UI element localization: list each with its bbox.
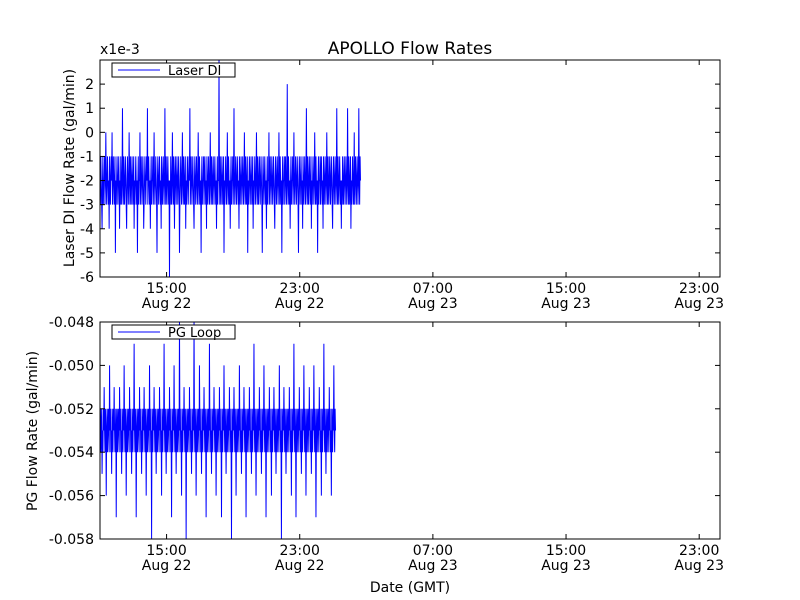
plot-area-laser-di <box>100 60 361 277</box>
y-tick-label-pg-loop: -0.054 <box>49 445 94 461</box>
figure-title: APOLLO Flow Rates <box>328 39 493 59</box>
y-axis-label-laser-di: Laser DI Flow Rate (gal/min) <box>62 69 78 267</box>
y-tick-label-laser-di: 2 <box>85 77 94 93</box>
legend-box-pg-loop <box>111 324 236 340</box>
y-tick-label-laser-di: 0 <box>85 125 94 141</box>
x-tick-time-laser-di: 23:00 <box>679 281 719 297</box>
y-tick-label-laser-di: 1 <box>85 101 94 117</box>
scale-note: x1e-3 <box>100 42 140 58</box>
x-tick-time-laser-di: 23:00 <box>280 281 320 297</box>
series-line-laser-di <box>100 60 361 277</box>
x-tick-date-laser-di: Aug 22 <box>142 296 192 312</box>
plot-area-pg-loop <box>100 322 337 539</box>
x-tick-date-laser-di: Aug 22 <box>275 296 325 312</box>
x-tick-date-pg-loop: Aug 23 <box>541 558 591 574</box>
legend-box-laser-di <box>111 62 236 78</box>
y-tick-label-laser-di: -1 <box>80 149 94 165</box>
axes-frame-pg-loop <box>99 321 721 540</box>
x-tick-time-pg-loop: 15:00 <box>546 543 586 559</box>
y-tick-label-pg-loop: -0.050 <box>49 358 94 374</box>
chart-panel-pg-loop: -0.058 -0.056 -0.054 -0.052 -0.050 -0.048 15:… <box>25 315 724 596</box>
x-tick-time-laser-di: 15:00 <box>146 281 186 297</box>
y-ticks-pg-loop: -0.058 -0.056 -0.054 -0.052 -0.050 -0.048 <box>49 315 720 548</box>
y-tick-label-pg-loop: -0.056 <box>49 489 94 505</box>
y-tick-label-laser-di: -3 <box>80 198 94 214</box>
x-axis-label: Date (GMT) <box>370 580 450 596</box>
x-tick-date-laser-di: Aug 23 <box>408 296 458 312</box>
y-tick-label-pg-loop: -0.058 <box>49 532 94 548</box>
x-tick-time-laser-di: 07:00 <box>413 281 453 297</box>
y-tick-label-laser-di: -5 <box>80 246 94 262</box>
y-ticks-laser-di: -6 -5 -4 -3 -2 -1 0 1 2 <box>80 77 720 286</box>
x-tick-date-pg-loop: Aug 22 <box>275 558 325 574</box>
y-tick-label-laser-di: -2 <box>80 174 94 190</box>
legend-label-pg-loop: PG Loop <box>168 326 221 341</box>
legend-laser-di: Laser DI <box>111 62 236 79</box>
x-tick-time-pg-loop: 07:00 <box>413 543 453 559</box>
series-line-pg-loop <box>100 322 337 539</box>
y-tick-label-pg-loop: -0.052 <box>49 402 94 418</box>
x-tick-date-pg-loop: Aug 23 <box>408 558 458 574</box>
x-tick-date-laser-di: Aug 23 <box>541 296 591 312</box>
x-tick-time-pg-loop: 23:00 <box>679 543 719 559</box>
y-tick-label-pg-loop: -0.048 <box>49 315 94 331</box>
x-tick-date-laser-di: Aug 23 <box>674 296 724 312</box>
y-axis-label-pg-loop: PG Flow Rate (gal/min) <box>25 351 41 511</box>
x-tick-date-pg-loop: Aug 22 <box>142 558 192 574</box>
y-tick-label-laser-di: -6 <box>80 270 94 286</box>
x-tick-date-pg-loop: Aug 23 <box>674 558 724 574</box>
legend-pg-loop: PG Loop <box>111 324 236 341</box>
x-tick-time-pg-loop: 15:00 <box>146 543 186 559</box>
axes-frame-laser-di <box>99 59 721 278</box>
x-tick-time-laser-di: 15:00 <box>546 281 586 297</box>
legend-label-laser-di: Laser DI <box>168 64 221 79</box>
x-tick-time-pg-loop: 23:00 <box>280 543 320 559</box>
y-tick-label-laser-di: -4 <box>80 222 94 238</box>
